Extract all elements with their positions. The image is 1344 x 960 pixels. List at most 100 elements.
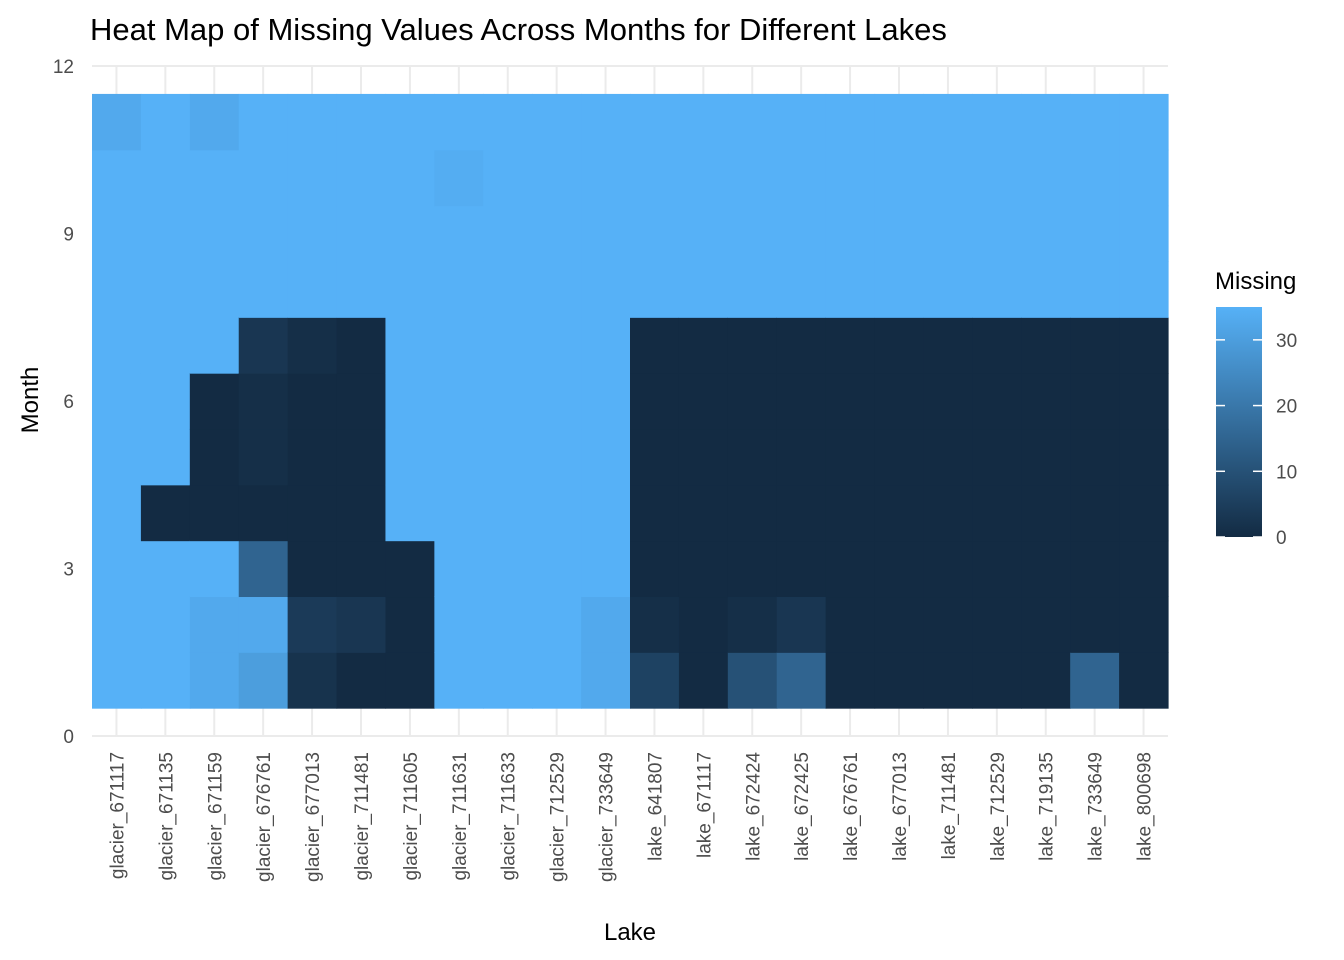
y-tick-label: 6	[63, 392, 74, 413]
heatmap-cell	[532, 596, 582, 653]
heatmap-cell	[825, 428, 876, 486]
heatmap-cell	[972, 428, 1022, 486]
heatmap-cell	[1119, 149, 1169, 207]
heatmap-cell	[385, 149, 435, 207]
heatmap-cell	[336, 428, 387, 486]
heatmap-cell	[678, 596, 729, 653]
heatmap-cell	[630, 317, 680, 374]
heatmap-cell	[532, 205, 582, 263]
y-tick-label: 12	[53, 57, 74, 78]
heatmap-cell	[287, 428, 338, 486]
heatmap-cell	[92, 317, 142, 374]
heatmap-cell	[776, 428, 827, 486]
heatmap-cell	[923, 149, 973, 207]
heatmap-cell	[287, 373, 338, 430]
heatmap-cell	[874, 373, 925, 430]
heatmap-cell	[1021, 373, 1071, 430]
heatmap-cell	[92, 149, 142, 207]
heatmap-cell	[1070, 261, 1120, 318]
heatmap-cell	[874, 205, 925, 263]
heatmap-cell	[140, 428, 191, 486]
heatmap-cell	[434, 149, 484, 207]
heatmap-cell	[238, 596, 289, 653]
heatmap-cell	[923, 93, 973, 151]
heatmap-cell	[727, 149, 778, 207]
heatmap-cell	[727, 540, 778, 598]
heatmap-cell	[1119, 261, 1169, 318]
heatmap-cell	[1070, 484, 1120, 542]
heatmap-cell	[972, 596, 1022, 653]
heatmap-cell	[874, 428, 925, 486]
y-axis-title: Month	[17, 367, 44, 434]
x-tick-label: lake_672424	[743, 752, 764, 861]
heatmap-cell	[434, 596, 484, 653]
heatmap-cell	[923, 484, 973, 542]
heatmap-cell	[1119, 540, 1169, 598]
heatmap-cell	[1070, 428, 1120, 486]
heatmap-cell	[434, 261, 484, 318]
heatmap-cell	[776, 652, 827, 709]
heatmap-cell	[923, 428, 973, 486]
heatmap-cell	[385, 428, 435, 486]
heatmap-cell	[581, 428, 631, 486]
heatmap-cell	[972, 149, 1022, 207]
heatmap-cell	[140, 652, 191, 709]
x-axis-ticks: glacier_671117 glacier_671135 glacier_6711…	[107, 752, 1155, 882]
heatmap-cell	[923, 205, 973, 263]
heatmap-cell	[776, 149, 827, 207]
heatmap-cell	[825, 149, 876, 207]
heatmap-cell	[483, 540, 533, 598]
heatmap-cell	[972, 652, 1022, 709]
heatmap-cell	[1070, 373, 1120, 430]
heatmap-cell	[238, 484, 289, 542]
heatmap-cell	[972, 317, 1022, 374]
heatmap-cell	[825, 373, 876, 430]
heatmap-cell	[287, 93, 338, 151]
heatmap-cell	[483, 149, 533, 207]
heatmap-cell	[483, 93, 533, 151]
heatmap-cell	[825, 205, 876, 263]
heatmap-cell	[678, 317, 729, 374]
legend-title: Missing	[1215, 268, 1296, 295]
heatmap-cell	[776, 261, 827, 318]
heatmap-cell	[189, 261, 240, 318]
heatmap-cell	[825, 540, 876, 598]
y-axis-ticks: 0 3 6 9 12	[53, 57, 74, 748]
heatmap-cell	[532, 484, 582, 542]
heatmap-cell	[727, 373, 778, 430]
heatmap-cell	[727, 205, 778, 263]
heatmap-cell	[678, 540, 729, 598]
heatmap-cell	[972, 484, 1022, 542]
heatmap-cell	[630, 484, 680, 542]
legend-ticks: 0 10 20 30	[1216, 331, 1297, 549]
heatmap-cell	[678, 93, 729, 151]
heatmap-cell	[776, 540, 827, 598]
x-tick-label: lake_641807	[645, 752, 666, 861]
heatmap-cell	[189, 596, 240, 653]
heatmap-cell	[434, 205, 484, 263]
heatmap-cell	[483, 652, 533, 709]
heatmap-cell	[874, 149, 925, 207]
heatmap-cell	[874, 317, 925, 374]
heatmap-cell	[483, 428, 533, 486]
heatmap-cell	[434, 317, 484, 374]
x-tick-label: glacier_671117	[107, 752, 128, 879]
heatmap-cell	[727, 93, 778, 151]
heatmap-cell	[238, 652, 289, 709]
heatmap-cell	[238, 373, 289, 430]
x-tick-label: lake_719135	[1037, 752, 1058, 861]
heatmap-cell	[972, 93, 1022, 151]
heatmap-cell	[727, 596, 778, 653]
heatmap-cell	[238, 540, 289, 598]
heatmap-cell	[1070, 317, 1120, 374]
heatmap-cell	[140, 317, 191, 374]
x-tick-label: lake_677013	[890, 752, 911, 861]
heatmap-cell	[581, 205, 631, 263]
heatmap-cell	[581, 540, 631, 598]
heatmap-cell	[972, 261, 1022, 318]
heatmap-cell	[483, 317, 533, 374]
heatmap-cell	[287, 149, 338, 207]
heatmap-cell	[874, 596, 925, 653]
heatmap-cell	[434, 652, 484, 709]
heatmap-cell	[287, 205, 338, 263]
